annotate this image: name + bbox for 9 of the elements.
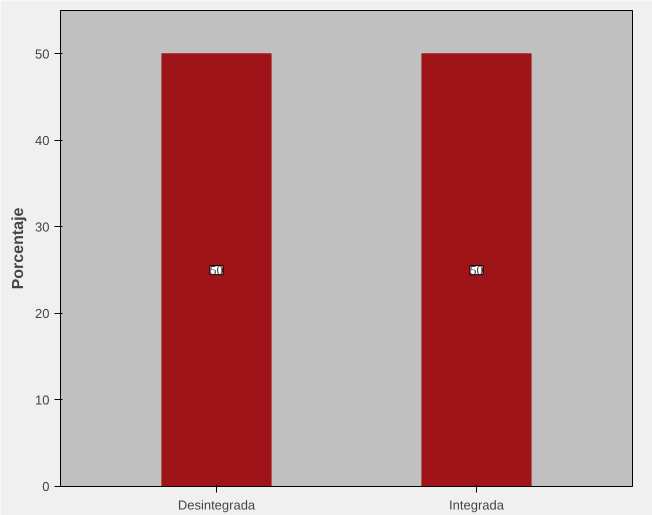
x-tick-label: Desintegrada — [178, 498, 256, 512]
y-tick-label: 0 — [42, 479, 50, 494]
y-tick-label: 40 — [35, 132, 50, 148]
y-axis-title: Porcentaje — [10, 207, 28, 290]
y-tick-label: 20 — [35, 306, 50, 321]
y-tick-label: 30 — [35, 219, 50, 234]
y-tick-label: 50 — [35, 46, 50, 62]
x-tick-label: Integrada — [449, 498, 505, 512]
y-tick-label: 10 — [35, 392, 50, 408]
